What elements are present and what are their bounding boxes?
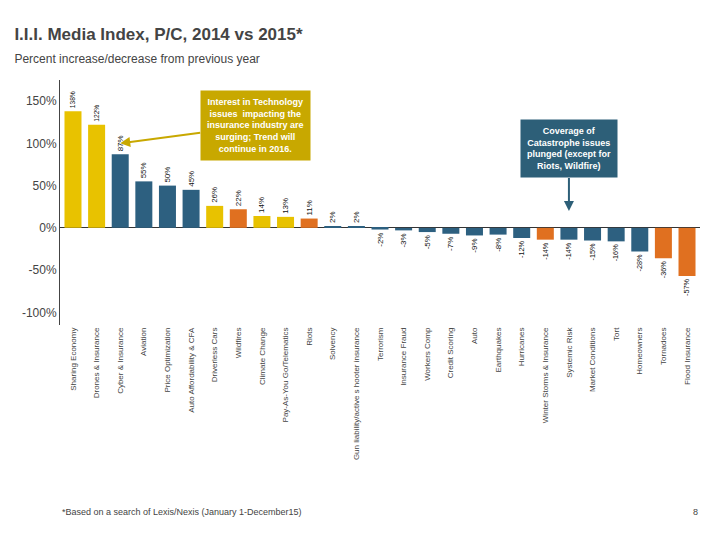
svg-text:100%: 100%	[26, 137, 57, 151]
svg-text:Wildfires: Wildfires	[234, 328, 243, 359]
svg-text:Gun liability/active s hooter: Gun liability/active s hooter insurance	[352, 327, 361, 460]
svg-text:-14%: -14%	[564, 242, 573, 260]
svg-text:50%: 50%	[33, 179, 57, 193]
svg-text:Riots: Riots	[305, 328, 314, 346]
svg-text:Winter Storms & Insurance: Winter Storms & Insurance	[541, 327, 550, 423]
svg-text:8: 8	[693, 507, 698, 517]
svg-text:Hurricanes: Hurricanes	[517, 328, 526, 367]
svg-text:Solvency: Solvency	[328, 328, 337, 360]
svg-text:138%: 138%	[69, 91, 76, 108]
svg-text:-8%: -8%	[494, 238, 503, 252]
svg-text:Sharing Economy: Sharing Economy	[69, 328, 78, 391]
svg-text:-15%: -15%	[588, 243, 597, 261]
svg-text:I.I.I. Media Index, P/C, 2014: I.I.I. Media Index, P/C, 2014 vs 2015*	[14, 25, 303, 44]
svg-text:50%: 50%	[163, 167, 172, 183]
svg-text:Credit Scoring: Credit Scoring	[446, 328, 455, 379]
svg-text:-5%: -5%	[423, 235, 432, 249]
svg-text:Terrorism: Terrorism	[376, 327, 385, 361]
svg-text:-36%: -36%	[659, 261, 668, 279]
svg-text:Tornadoes: Tornadoes	[659, 328, 668, 365]
svg-text:Homeowners: Homeowners	[635, 328, 644, 375]
svg-text:87%: 87%	[116, 135, 125, 151]
svg-text:-100%: -100%	[22, 306, 57, 320]
svg-text:Percent increase/decrease from: Percent increase/decrease from previous …	[14, 52, 259, 66]
svg-text:-7%: -7%	[446, 237, 455, 251]
svg-text:-28%: -28%	[635, 254, 644, 272]
svg-text:Interest in Technologyissues: Interest in Technologyissues impacting t…	[207, 97, 304, 154]
svg-text:45%: 45%	[187, 171, 196, 187]
svg-text:-16%: -16%	[611, 244, 620, 262]
svg-text:-50%: -50%	[29, 263, 57, 277]
svg-text:Workers Comp: Workers Comp	[423, 327, 432, 381]
svg-text:2%: 2%	[352, 211, 361, 223]
svg-text:0%: 0%	[39, 221, 57, 235]
svg-text:Earthquakes: Earthquakes	[494, 328, 503, 373]
svg-text:*Based on a search of Lexis/Ne: *Based on a search of Lexis/Nexis (Janua…	[62, 507, 302, 517]
svg-text:-57%: -57%	[682, 278, 691, 296]
svg-text:-14%: -14%	[541, 242, 550, 260]
svg-text:Auto: Auto	[470, 327, 479, 344]
svg-text:Coverage ofCatastrophe issuesp: Coverage ofCatastrophe issuesplunged (ex…	[527, 126, 611, 171]
svg-text:Market Conditions: Market Conditions	[588, 328, 597, 392]
svg-text:150%: 150%	[26, 94, 57, 108]
svg-text:Drones & Insurance: Drones & Insurance	[92, 327, 101, 398]
svg-text:Climate Change: Climate Change	[258, 327, 267, 385]
svg-text:Pay-As-You Go/Telematics: Pay-As-You Go/Telematics	[281, 328, 290, 423]
svg-text:Systemic Risk: Systemic Risk	[565, 327, 574, 378]
svg-text:Price Optimization: Price Optimization	[163, 328, 172, 393]
svg-text:Auto Affordability & CFA: Auto Affordability & CFA	[187, 327, 196, 413]
svg-text:Driverless Cars: Driverless Cars	[210, 328, 219, 383]
svg-text:Cyber & Insurance: Cyber & Insurance	[116, 327, 125, 394]
svg-text:122%: 122%	[93, 105, 100, 122]
svg-text:55%: 55%	[139, 162, 148, 178]
svg-text:-9%: -9%	[470, 238, 479, 252]
svg-text:22%: 22%	[234, 190, 243, 206]
svg-text:2%: 2%	[328, 211, 337, 223]
svg-text:14%: 14%	[257, 197, 266, 213]
svg-text:-12%: -12%	[517, 240, 526, 258]
svg-text:-2%: -2%	[376, 233, 385, 247]
svg-text:Aviation: Aviation	[139, 328, 148, 356]
svg-text:11%: 11%	[305, 200, 314, 215]
svg-text:-3%: -3%	[399, 233, 408, 247]
svg-text:Insurance Fraud: Insurance Fraud	[399, 328, 408, 386]
svg-text:Flood Insurance: Flood Insurance	[683, 327, 692, 385]
svg-text:Tort: Tort	[612, 327, 621, 341]
svg-text:26%: 26%	[210, 187, 219, 203]
svg-text:13%: 13%	[281, 198, 290, 214]
